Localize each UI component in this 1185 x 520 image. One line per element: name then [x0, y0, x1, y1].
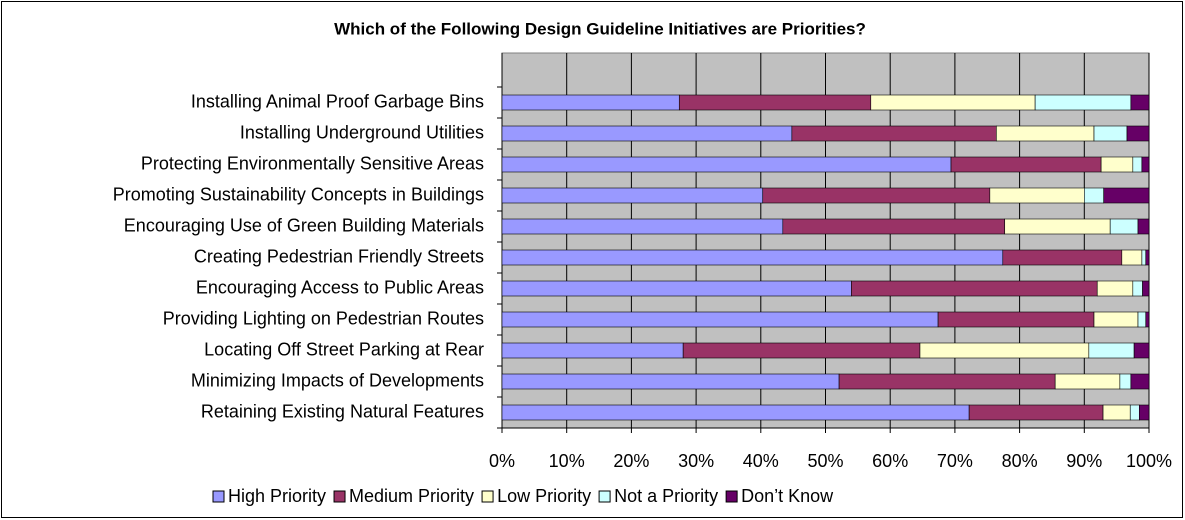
- y-tick-label: Promoting Sustainability Concepts in Bui…: [113, 184, 484, 204]
- x-tick-label: 60%: [872, 451, 908, 471]
- bar-segment: [1130, 373, 1150, 390]
- bar-segment: [501, 373, 840, 390]
- bar-segment: [501, 342, 684, 359]
- x-tick-label: 0%: [489, 451, 515, 471]
- bar-segment: [1103, 187, 1150, 204]
- bar-segment: [682, 342, 921, 359]
- bar-segment: [782, 218, 1006, 235]
- bar-segment: [937, 311, 1095, 328]
- bar-segment: [501, 125, 793, 142]
- x-tick-label: 40%: [743, 451, 779, 471]
- bar-segment: [762, 187, 991, 204]
- bar-segment: [919, 342, 1090, 359]
- bar-segment: [996, 125, 1095, 142]
- bar-segment: [501, 218, 784, 235]
- bar-segment: [968, 404, 1104, 421]
- bar-segment: [501, 404, 970, 421]
- x-tick-label: 30%: [678, 451, 714, 471]
- bar-segment: [1034, 94, 1132, 111]
- y-tick-label: Encouraging Access to Public Areas: [196, 277, 484, 297]
- legend-label: Medium Priority: [349, 486, 474, 506]
- bar-segment: [1004, 218, 1111, 235]
- x-tick-label: 80%: [1002, 451, 1038, 471]
- bar-segment: [950, 156, 1102, 173]
- bar-segment: [1121, 249, 1143, 266]
- bar-segment: [1102, 404, 1131, 421]
- bar-segment: [1096, 280, 1134, 297]
- bar-segment: [1137, 218, 1150, 235]
- bar-segment: [1138, 404, 1150, 421]
- bar-segment: [1129, 404, 1140, 421]
- bar-segment: [1130, 94, 1150, 111]
- y-tick-label: Retaining Existing Natural Features: [201, 401, 484, 421]
- bar-segment: [1088, 342, 1135, 359]
- legend-swatch: [481, 490, 494, 503]
- x-tick-label: 20%: [613, 451, 649, 471]
- bar-segment: [791, 125, 997, 142]
- bar-segment: [838, 373, 1056, 390]
- bar-segment: [501, 156, 952, 173]
- bar-segment: [501, 249, 1004, 266]
- legend-swatch: [725, 490, 738, 503]
- y-tick-label: Locating Off Street Parking at Rear: [204, 339, 484, 359]
- bar-segment: [1093, 125, 1128, 142]
- bar-segment: [1132, 280, 1143, 297]
- y-tick-label: Installing Animal Proof Garbage Bins: [191, 91, 484, 111]
- y-tick-label: Encouraging Use of Green Building Materi…: [124, 215, 484, 235]
- y-tick-label: Providing Lighting on Pedestrian Routes: [163, 308, 484, 328]
- bar-segment: [1145, 249, 1150, 266]
- y-tick-label: Minimizing Impacts of Developments: [191, 370, 484, 390]
- legend-swatch: [333, 490, 346, 503]
- bar-segment: [1002, 249, 1123, 266]
- x-tick-label: 90%: [1066, 451, 1102, 471]
- bar-segment: [501, 280, 852, 297]
- x-tick-label: 10%: [549, 451, 585, 471]
- legend-label: Don’t Know: [741, 486, 834, 506]
- bar-segment: [870, 94, 1036, 111]
- legend-swatch: [212, 490, 225, 503]
- bar-segment: [1054, 373, 1121, 390]
- bar-segment: [1093, 311, 1139, 328]
- bar-segment: [851, 280, 1098, 297]
- legend-label: Low Priority: [497, 486, 591, 506]
- bar-segment: [1141, 156, 1150, 173]
- bar-segment: [1137, 311, 1147, 328]
- bar-segment: [1109, 218, 1139, 235]
- bar-segment: [1145, 311, 1150, 328]
- x-tick-label: 100%: [1126, 451, 1172, 471]
- bar-segment: [1141, 249, 1147, 266]
- bar-segment: [989, 187, 1085, 204]
- bar-segment: [1100, 156, 1134, 173]
- legend-swatch: [598, 490, 611, 503]
- legend-label: Not a Priority: [614, 486, 718, 506]
- legend-label: High Priority: [228, 486, 326, 506]
- bar-segment: [1142, 280, 1150, 297]
- bar-segment: [1126, 125, 1150, 142]
- bar-segment: [1119, 373, 1132, 390]
- y-tick-label: Creating Pedestrian Friendly Streets: [194, 246, 484, 266]
- chart-title: Which of the Following Design Guideline …: [334, 19, 866, 38]
- y-tick-label: Installing Underground Utilities: [240, 122, 484, 142]
- bar-segment: [501, 311, 939, 328]
- y-tick-label: Protecting Environmentally Sensitive Are…: [141, 153, 484, 173]
- bar-segment: [1132, 156, 1143, 173]
- bar-segment: [501, 187, 764, 204]
- bar-segment: [1133, 342, 1150, 359]
- bar-segment: [678, 94, 872, 111]
- x-tick-label: 50%: [807, 451, 843, 471]
- bar-segment: [1084, 187, 1105, 204]
- bar-segment: [501, 94, 680, 111]
- x-tick-label: 70%: [937, 451, 973, 471]
